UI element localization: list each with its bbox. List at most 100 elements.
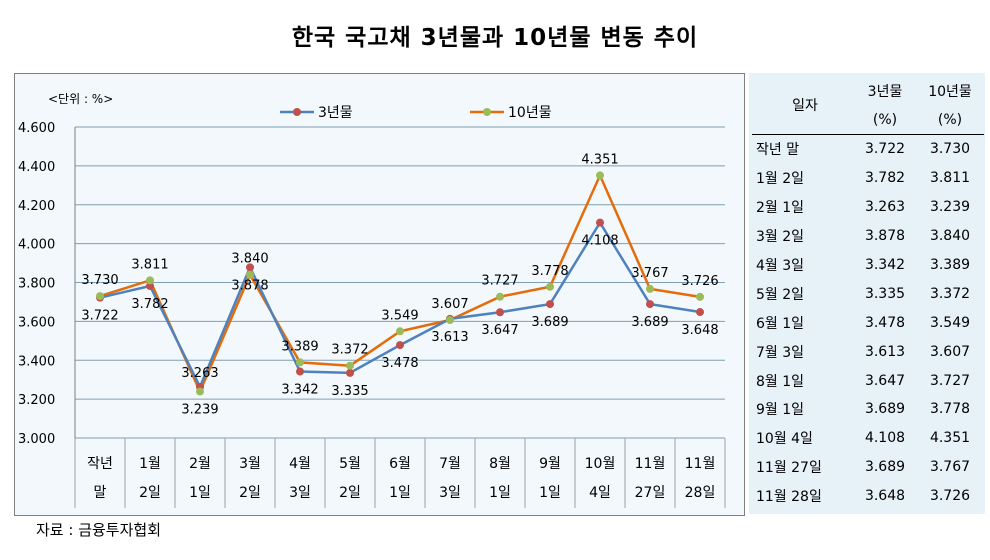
data-label: 3.722: [81, 309, 118, 324]
legend-label: 10년물: [508, 105, 552, 121]
x-tick-label: 11월: [635, 456, 666, 472]
x-tick-label: 8월: [489, 456, 511, 472]
table-cell: 3.689: [864, 401, 906, 418]
table-row: 1월 2일 3.782 3.811: [752, 164, 984, 193]
table-cell: 7월 3일: [756, 344, 805, 361]
y-tick-label: 4.200: [18, 199, 55, 214]
table-cell: 4.351: [929, 430, 971, 447]
legend-marker: [483, 108, 491, 116]
table-row: 2월 1일 3.263 3.239: [752, 193, 984, 222]
x-tick-label: 3일: [439, 485, 461, 501]
table-cell: 8월 1일: [756, 373, 805, 390]
table-cell: 10월 4일: [756, 431, 813, 448]
data-label: 3.342: [281, 383, 318, 398]
x-tick-label: 2일: [139, 485, 161, 501]
table-cell: 3.782: [864, 170, 906, 187]
x-tick-label: 말: [94, 485, 107, 501]
data-labels: 3.722 3.782 3.263 3.878 3.342 3.335 3.478 3.613…: [81, 152, 718, 417]
chart-title: 한국 국고채 3년물과 10년물 변동 추이: [291, 25, 699, 51]
data-point: [646, 284, 654, 293]
table-cell: 3.342: [864, 257, 906, 273]
legend-marker: [293, 108, 301, 116]
data-point: [496, 308, 504, 317]
y-tick-label: 4.400: [18, 160, 55, 175]
x-tick-label: 1일: [539, 485, 561, 501]
table-cell: 1월 2일: [756, 171, 805, 188]
y-axis: 3.000 3.200 3.400 3.600 3.800 4.000 4.200 4.400…: [18, 121, 76, 447]
data-label: 3.767: [631, 266, 668, 281]
x-axis: 작년말 1월 2일 2월 1일 3월 2일 4월 3일 5월 2일 6월 1일 7월 3일 8월 1일 9월 1일 1…: [74, 438, 726, 508]
table-cell: 작년 말: [756, 142, 800, 159]
table-cell: 3월 2일: [756, 229, 805, 246]
series-markers: [96, 171, 704, 396]
y-tick-label: 4.600: [18, 121, 55, 136]
table-cell: 11월 27일: [756, 460, 822, 477]
data-point: [96, 292, 104, 301]
data-point: [696, 292, 704, 301]
table-row: 9월 1일 3.689 3.778: [752, 395, 984, 424]
table-cell: 3.607: [929, 343, 971, 360]
data-label: 3.730: [81, 273, 118, 288]
y-tick-label: 4.000: [18, 238, 55, 253]
data-point: [196, 387, 204, 396]
data-point: [696, 308, 704, 317]
x-tick-label: 4월: [289, 456, 311, 472]
table-cell: 3.647: [864, 372, 906, 389]
data-label: 3.689: [531, 315, 568, 330]
data-label: 3.335: [331, 384, 368, 399]
table-cell: 4월 3일: [756, 258, 805, 274]
data-label: 3.478: [381, 356, 418, 371]
table-cell: 3.549: [929, 314, 971, 331]
data-label: 3.727: [481, 274, 518, 289]
data-point: [146, 281, 154, 290]
table-cell: 일자: [752, 76, 854, 135]
data-point: [396, 327, 404, 336]
table-cell: 3.727: [929, 372, 971, 389]
table-cell: 3.335: [864, 285, 906, 302]
data-point: [346, 368, 354, 377]
table-cell: 3.478: [864, 314, 906, 331]
data-point: [596, 218, 604, 227]
table-row: 3월 2일 3.878 3.840: [752, 222, 984, 251]
source-note: 자료 : 금융투자협회: [36, 521, 161, 539]
data-label: 3.840: [231, 252, 268, 267]
data-point: [146, 276, 154, 285]
table-cell: 3.730: [929, 141, 971, 158]
table-header-row: 일자 3년물 10년물: [752, 76, 984, 135]
unit-label: <단위 : %>: [48, 92, 113, 106]
table-cell: 4.108: [864, 430, 906, 447]
table-row: 10월 4일 4.108 4.351: [752, 424, 984, 453]
data-point: [296, 367, 304, 376]
table-cell: (%): [916, 105, 984, 135]
x-tick-label: 1일: [189, 485, 211, 501]
x-tick-label: 10월: [585, 456, 616, 472]
table-row: 5월 2일 3.335 3.372: [752, 279, 984, 308]
data-label: 3.613: [431, 330, 468, 345]
x-tick-label: 9월: [539, 456, 561, 472]
data-label: 3.878: [231, 278, 268, 293]
data-label: 3.263: [181, 366, 218, 381]
data-point: [646, 300, 654, 309]
data-point: [396, 341, 404, 350]
x-tick-label: 2일: [239, 485, 261, 501]
table-cell: 11월 28일: [756, 489, 822, 506]
x-tick-label: 작년: [87, 456, 113, 472]
x-tick-label: 3월: [239, 456, 261, 472]
data-table: 일자 3년물 10년물 (%) (%) 작년 말 3.722 3.730 1월 2일 3.782 3…: [752, 76, 984, 511]
x-tick-label: 11월: [685, 456, 716, 472]
data-label: 3.372: [331, 343, 368, 358]
table-cell: 5월 2일: [756, 286, 805, 303]
table-cell: 3년물: [867, 83, 903, 100]
table-cell: (%): [854, 105, 916, 135]
table-row: 6월 1일 3.478 3.549: [752, 308, 984, 337]
x-tick-label: 4일: [589, 485, 611, 501]
data-label: 3.239: [181, 403, 218, 418]
table-row: 작년 말 3.722 3.730: [752, 135, 984, 164]
y-tick-label: 3.400: [18, 354, 55, 369]
table-header-row: (%) (%): [752, 105, 984, 135]
x-tick-label: 3일: [289, 485, 311, 501]
x-tick-label: 1일: [389, 485, 411, 501]
table-row: 4월 3일 3.342 3.389: [752, 251, 984, 280]
data-label: 3.607: [431, 297, 468, 312]
